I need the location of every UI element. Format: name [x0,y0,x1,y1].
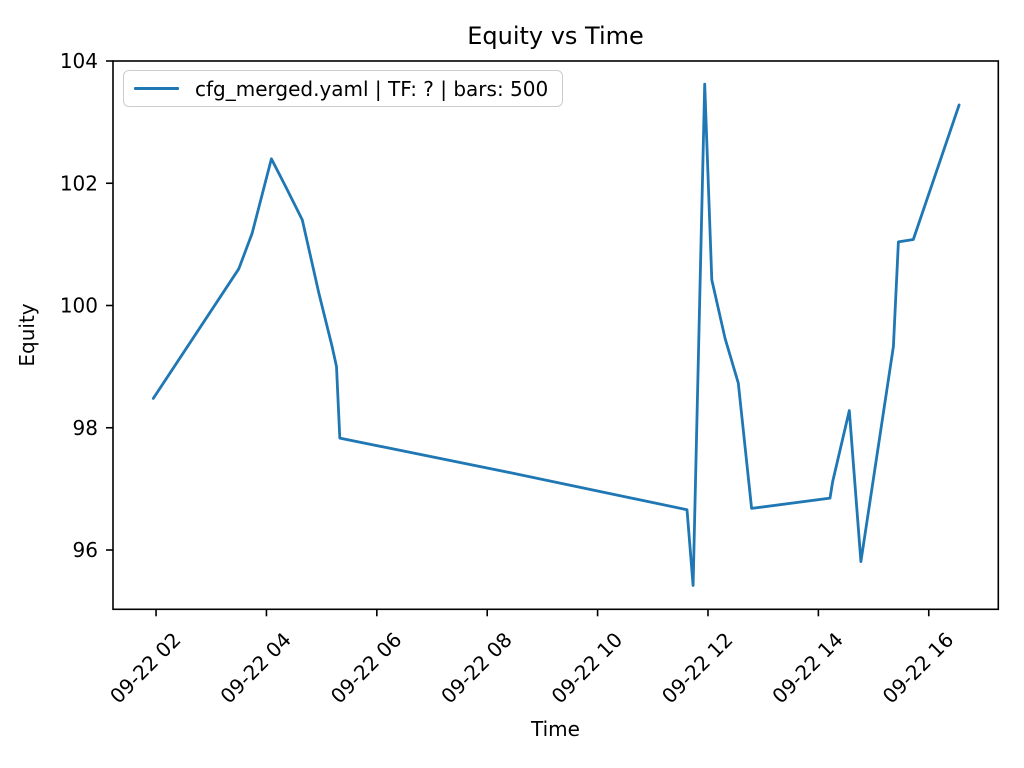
x-tick-label: 09-22 08 [436,628,517,709]
y-tick-label: 96 [73,538,98,562]
y-tick-label: 98 [73,416,98,440]
y-tick-label: 102 [60,171,98,195]
x-tick-label: 09-22 12 [657,628,738,709]
y-tick-label: 104 [60,49,98,73]
legend-line-swatch [134,87,179,90]
x-tick-label: 09-22 14 [767,628,848,709]
equity-line [151,82,961,587]
axes-frame [112,60,1000,611]
y-tick-label: 100 [60,294,98,318]
x-tick-label: 09-22 16 [878,628,959,709]
x-tick-label: 09-22 02 [105,628,186,709]
chart-title: Equity vs Time [467,22,644,50]
legend: cfg_merged.yaml | TF: ? | bars: 500 [123,70,564,107]
legend-label: cfg_merged.yaml | TF: ? | bars: 500 [195,76,549,101]
x-tick-label: 09-22 06 [326,628,407,709]
x-axis-label: Time [531,717,580,741]
x-tick-label: 09-22 04 [215,628,296,709]
x-tick-label: 09-22 10 [547,628,628,709]
